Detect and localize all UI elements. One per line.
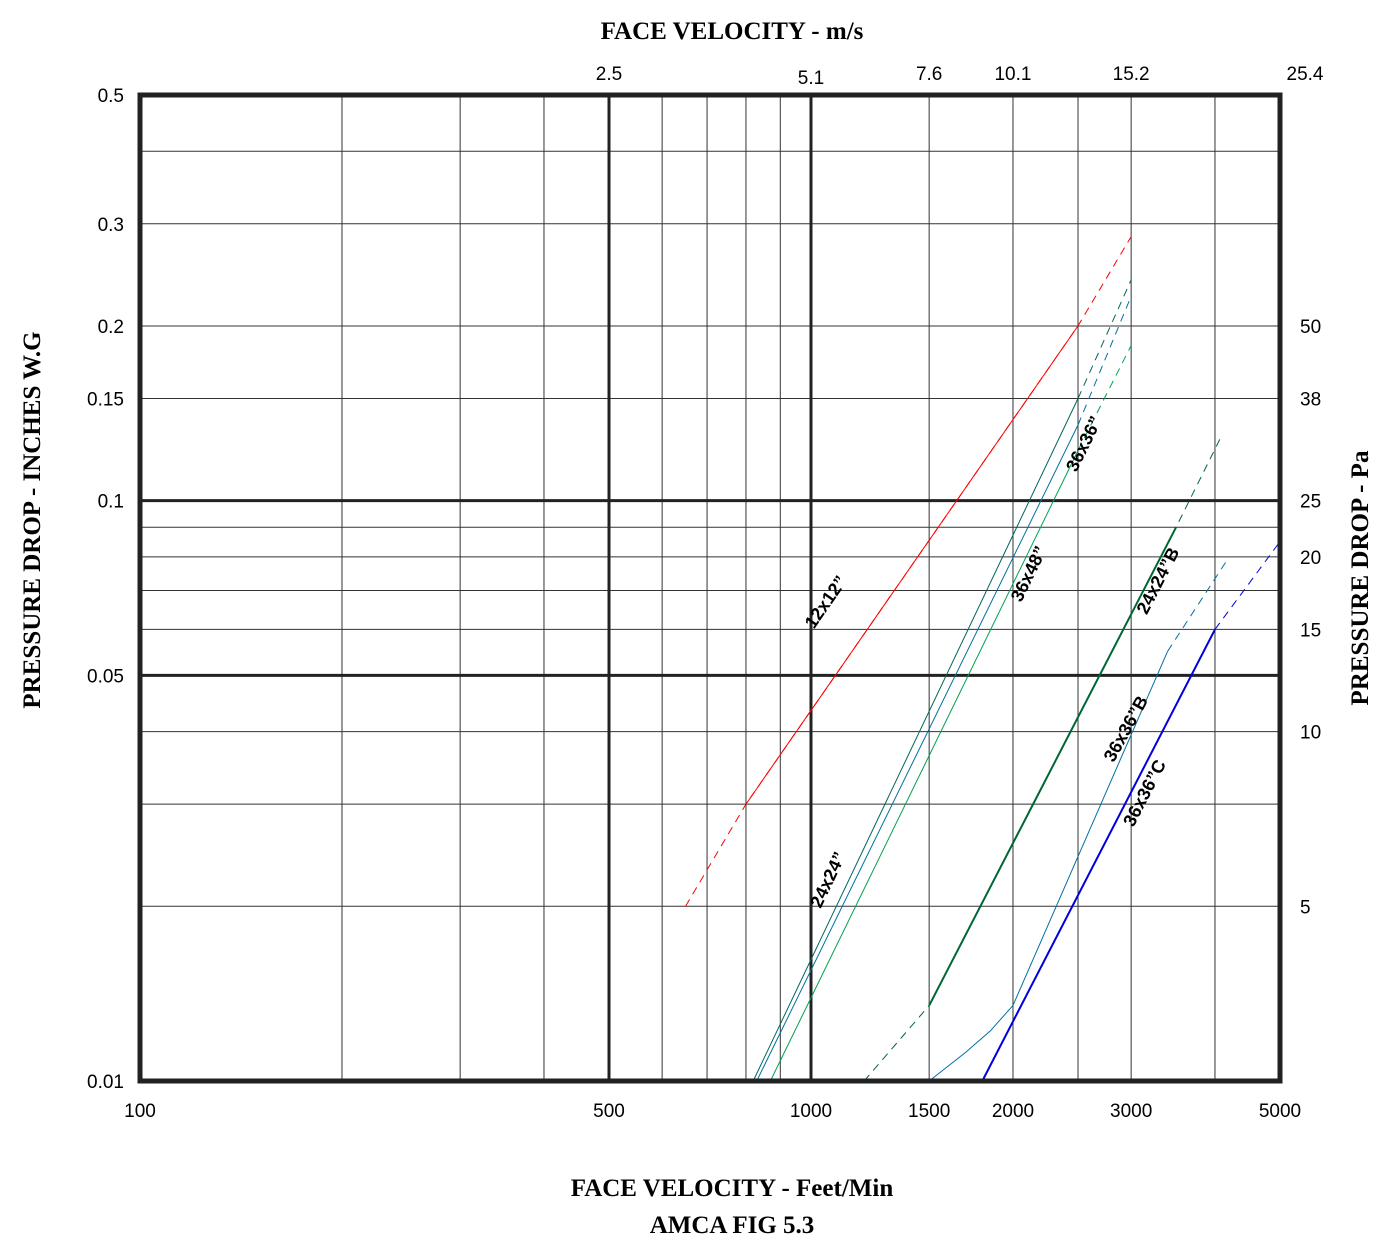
y-right-tick-label: 38 <box>1300 389 1321 410</box>
series-line-2 <box>756 424 1079 1082</box>
x-top-tick-label: 7.6 <box>916 64 942 85</box>
x-tick-label: 500 <box>593 1101 625 1122</box>
figure-caption: AMCA FIG 5.3 <box>650 1212 815 1239</box>
x-axis-label: FACE VELOCITY - Feet/Min <box>571 1175 894 1202</box>
y-axis-label-left: PRESSURE DROP - INCHES W.G <box>19 331 46 708</box>
curve-labels: 12x12”24x24”36x36”36x48” 24x24”B36x36”B36… <box>801 413 1184 911</box>
series-dashed-0 <box>685 236 1132 907</box>
y-right-tick-label: 5 <box>1300 897 1311 918</box>
series-dashed-2 <box>1077 296 1132 426</box>
y-left-tick-label: 0.01 <box>87 1072 124 1093</box>
x-tick-label: 3000 <box>1110 1101 1152 1122</box>
y-right-tick-label: 20 <box>1300 548 1321 569</box>
y-right-tick-label: 25 <box>1300 492 1321 513</box>
y-left-tick-label: 0.3 <box>98 215 124 236</box>
y-right-tick-label: 50 <box>1300 317 1321 338</box>
series-line-6 <box>981 628 1216 1082</box>
y-left-tick-label: 0.5 <box>98 86 124 107</box>
curve-label-0: 12x12” <box>801 572 851 632</box>
y-left-tick-label: 0.15 <box>87 389 124 410</box>
series-dashed-6 <box>1214 541 1281 630</box>
series-line-4 <box>928 526 1177 1006</box>
curve-label-4: 24x24”B <box>1133 544 1184 617</box>
plot-frame <box>137 92 1283 1084</box>
y-left-tick-label: 0.2 <box>98 317 124 338</box>
series-dashed-5 <box>1167 556 1230 652</box>
grid <box>140 95 1280 1081</box>
chart-title: FACE VELOCITY - m/s <box>601 18 864 45</box>
tick-labels: 100 500 1000 1500 2000 3000 5000 2.5 5.1 7.6 10.1 1… <box>87 64 1324 1122</box>
y-right-tick-label: 10 <box>1300 723 1321 744</box>
x-tick-label: 5000 <box>1259 1101 1301 1122</box>
y-right-tick-label: 15 <box>1300 620 1321 641</box>
y-left-tick-label: 0.1 <box>98 492 124 513</box>
series-line-3 <box>769 450 1079 1082</box>
x-tick-label: 1000 <box>790 1101 832 1122</box>
x-tick-label: 100 <box>124 1101 156 1122</box>
x-top-tick-label: 10.1 <box>994 64 1031 85</box>
series-line-5 <box>928 651 1169 1082</box>
curve-label-1: 24x24” <box>806 849 849 911</box>
series-dashed-3 <box>1077 345 1132 451</box>
y-left-tick-label: 0.05 <box>87 666 124 687</box>
x-tick-label: 1500 <box>908 1101 950 1122</box>
y-axis-label-right: PRESSURE DROP - Pa <box>1347 450 1374 705</box>
series-lines <box>685 236 1281 1082</box>
x-top-tick-label: 15.2 <box>1113 64 1150 85</box>
series-dashed-1 <box>1077 279 1132 399</box>
x-top-tick-label: 25.4 <box>1287 64 1324 85</box>
x-top-tick-label: 5.1 <box>798 68 824 89</box>
x-top-tick-label: 2.5 <box>596 64 622 85</box>
curve-label-5: 36x36”B <box>1100 692 1152 765</box>
series-dashed-4 <box>863 434 1223 1082</box>
x-tick-label: 2000 <box>992 1101 1034 1122</box>
series-line-1 <box>752 398 1079 1082</box>
series-line-0 <box>745 325 1079 805</box>
